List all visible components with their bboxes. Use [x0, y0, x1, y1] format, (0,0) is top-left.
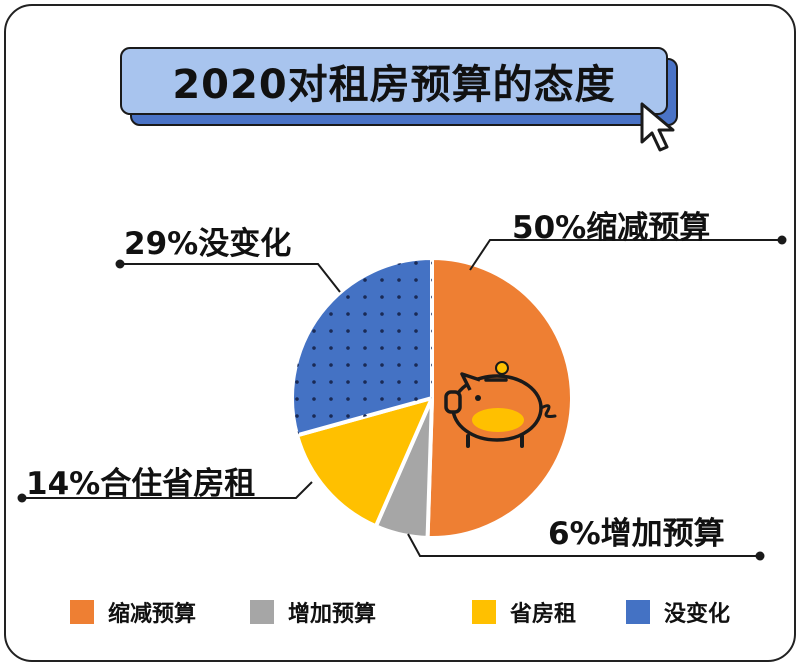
legend-swatch [626, 600, 650, 624]
leader-no-change [120, 263, 341, 293]
legend-label: 省房租 [510, 602, 577, 627]
legend: 缩减预算 增加预算 省房租 没变化 [0, 596, 800, 636]
callout-no-change: 29%没变化 [118, 218, 298, 263]
title-box: 2020对租房预算的态度 [120, 47, 668, 115]
pie-outline [290, 256, 574, 540]
leader-increase [407, 533, 760, 557]
chart-title: 2020对租房预算的态度 [172, 62, 616, 108]
legend-swatch [70, 600, 94, 624]
callout-shrink-budget: 50%缩减预算 [506, 202, 717, 247]
leader-lines [17, 235, 787, 561]
leader-save-rent-dot [17, 493, 27, 503]
legend-item-no-change: 没变化 [626, 596, 730, 628]
callout-increase-budget: 6%增加预算 [542, 508, 731, 553]
leader-shrink [469, 239, 782, 271]
pie-slice-dot-pattern [292, 258, 432, 436]
leader-increase-dot [755, 551, 765, 561]
legend-swatch [472, 600, 496, 624]
legend-swatch [250, 600, 274, 624]
leader-save-rent [22, 481, 313, 499]
leader-shrink-dot [777, 235, 787, 245]
callout-shared-rent: 14%合住省房租 [20, 458, 262, 503]
legend-item-increase: 增加预算 [250, 596, 376, 628]
legend-label: 增加预算 [288, 602, 377, 627]
legend-label: 缩减预算 [108, 602, 197, 627]
legend-item-save-rent: 省房租 [472, 596, 576, 628]
leader-no-change-dot [115, 259, 125, 269]
piggy-bank-icon [444, 361, 557, 448]
legend-item-shrink: 缩减预算 [70, 596, 196, 628]
cursor-icon [636, 100, 684, 160]
legend-label: 没变化 [664, 602, 731, 627]
